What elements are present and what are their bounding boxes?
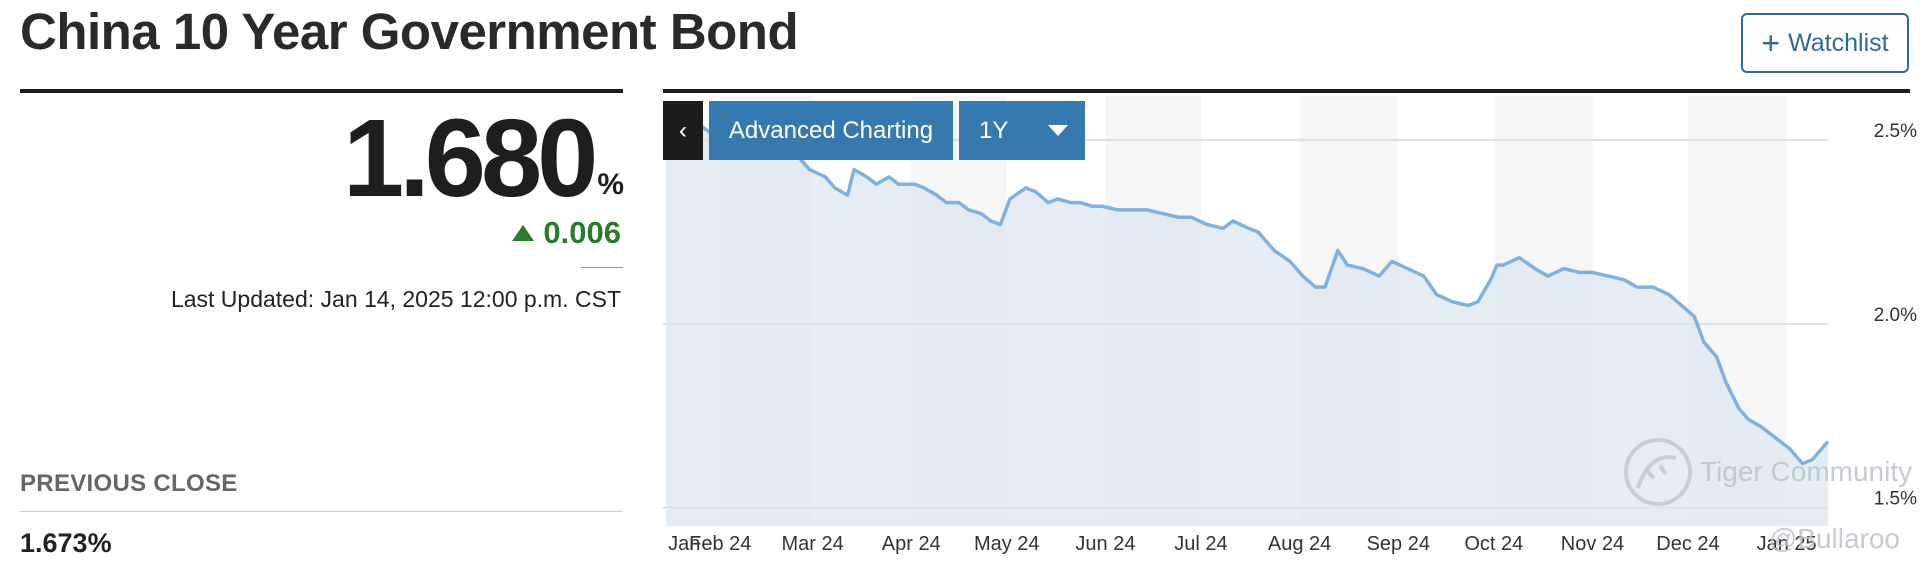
last-updated: Last Updated: Jan 14, 2025 12:00 p.m. CS… xyxy=(170,286,621,312)
x-tick-label: Sep 24 xyxy=(1367,533,1430,555)
y-tick-label: 2.0% xyxy=(1874,305,1917,326)
price-change: 0.006 xyxy=(512,215,621,251)
price-unit: % xyxy=(597,168,624,201)
caret-down-icon xyxy=(1048,125,1069,136)
x-tick-label: Apr 24 xyxy=(882,533,941,555)
previous-close-label: PREVIOUS CLOSE xyxy=(20,470,238,497)
watermark-handle: @Bullaroo xyxy=(1769,523,1900,554)
quote-price: 1.680 % xyxy=(343,104,624,214)
time-range-label: 1Y xyxy=(979,116,1009,144)
x-tick-label: May 24 xyxy=(974,533,1040,555)
chevron-left-icon: ‹ xyxy=(679,116,687,144)
time-range-select[interactable]: 1Y xyxy=(959,101,1085,160)
previous-close-value: 1.673% xyxy=(20,528,112,558)
previous-close-divider xyxy=(20,511,623,512)
series-area xyxy=(666,107,1829,526)
x-tick-label: Oct 24 xyxy=(1464,533,1523,555)
watermark: Tiger Community @Bullaroo xyxy=(1624,438,1912,554)
price-value: 1.680 xyxy=(343,97,598,220)
x-tick-label: Jan 25 xyxy=(1757,533,1817,555)
x-tick-label: Feb 24 xyxy=(689,533,751,555)
quote-divider xyxy=(20,89,623,93)
tiger-logo-mark xyxy=(1636,455,1677,489)
page-title: China 10 Year Government Bond xyxy=(20,3,799,60)
x-tick-label: Dec 24 xyxy=(1656,533,1719,555)
chart-divider xyxy=(663,89,1910,93)
tiger-logo-icon xyxy=(1624,438,1692,506)
chart-collapse-button[interactable]: ‹ xyxy=(663,101,703,160)
x-tick-label: Jan xyxy=(668,533,700,555)
advanced-charting-button[interactable]: Advanced Charting xyxy=(709,101,953,160)
x-tick-label: Aug 24 xyxy=(1268,533,1331,555)
y-tick-label: 1.5% xyxy=(1874,489,1917,510)
series-line xyxy=(665,105,1830,466)
watermark-text: Tiger Community xyxy=(1700,456,1912,487)
add-to-watchlist-button[interactable]: + Watchlist xyxy=(1741,13,1909,73)
change-divider xyxy=(581,267,623,268)
x-tick-label: Jul 24 xyxy=(1174,533,1227,555)
plus-icon: + xyxy=(1761,25,1781,61)
y-tick-label: 2.5% xyxy=(1874,121,1917,142)
x-tick-label: Mar 24 xyxy=(781,533,843,555)
watchlist-label: Watchlist xyxy=(1788,28,1889,57)
x-tick-label: Nov 24 xyxy=(1561,533,1624,555)
up-triangle-icon xyxy=(512,225,535,241)
x-tick-label: Jun 24 xyxy=(1075,533,1135,555)
change-value: 0.006 xyxy=(543,215,621,250)
